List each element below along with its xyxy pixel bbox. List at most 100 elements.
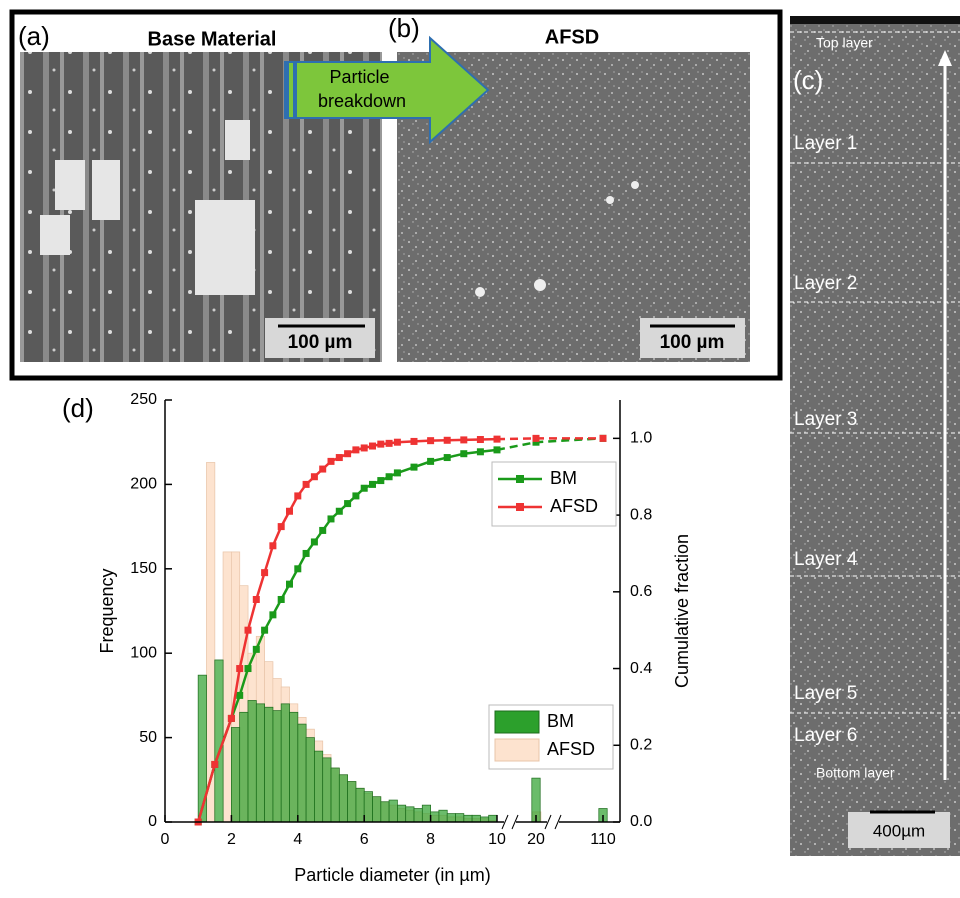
marker: [244, 626, 252, 634]
marker: [443, 454, 451, 462]
legend-label: BM: [550, 468, 577, 488]
bar: [372, 796, 382, 823]
marker: [493, 435, 501, 443]
bar: [421, 804, 431, 823]
marker: [252, 645, 260, 653]
bar: [363, 791, 373, 823]
marker: [319, 526, 327, 534]
marker: [476, 448, 484, 456]
y2-tick-label: 0.2: [630, 736, 652, 753]
y-tick-label: 100: [130, 644, 157, 661]
panel-title: AFSD: [545, 26, 599, 48]
marker: [427, 457, 435, 465]
legend-swatch: [494, 710, 540, 734]
x-axis-break: [544, 814, 552, 830]
arrow-stripe: [293, 62, 297, 118]
legend-swatch: [494, 738, 540, 762]
particles: [40, 120, 255, 295]
top-edge: [790, 16, 960, 24]
marker: [319, 465, 327, 473]
marker: [294, 565, 302, 573]
x-tick-label: 4: [293, 831, 302, 848]
marker: [377, 440, 385, 448]
legend-label: AFSD: [550, 496, 598, 516]
bar: [289, 711, 299, 823]
bar: [355, 787, 365, 823]
marker: [261, 626, 269, 634]
marker: [269, 611, 277, 619]
bar: [239, 711, 249, 823]
arrow: [284, 35, 490, 145]
marker: [261, 569, 269, 577]
y2-tick-label: 0.4: [630, 660, 652, 677]
marker: [443, 436, 451, 444]
micrograph-c: [790, 16, 960, 856]
y-tick-label: 250: [130, 391, 157, 408]
marker: [294, 492, 302, 500]
y-tick-label: 50: [139, 729, 157, 746]
x-tick-label: 6: [360, 831, 369, 848]
x-tick-label: 20: [527, 831, 545, 848]
legend-marker: [516, 475, 524, 483]
marker: [286, 580, 293, 588]
arrow-stripe: [285, 62, 289, 118]
marker: [286, 507, 293, 515]
y2-tick-label: 1.0: [630, 430, 652, 447]
bar: [297, 723, 307, 823]
build-arrow-head: [938, 50, 952, 66]
marker: [360, 484, 368, 492]
layer-label: Layer 4: [794, 549, 858, 570]
bar: [305, 737, 315, 823]
marker: [393, 469, 401, 477]
panel-label: (a): [18, 21, 50, 51]
bar: [438, 809, 448, 823]
y2-tick-label: 0.0: [630, 813, 652, 830]
panel-frame: [9, 9, 783, 381]
marker: [369, 480, 376, 488]
marker: [344, 450, 352, 458]
bar: [330, 767, 340, 823]
layer-label: Bottom layer: [816, 765, 895, 781]
marker: [377, 477, 385, 485]
panel-label: (d): [62, 393, 94, 423]
bar: [463, 814, 473, 823]
chart: (d) 0 2 4 6 8 10 20 110 0 50 100 150 200 250 0.0 0.2 0.4 0…: [62, 391, 692, 885]
x-axis-label: Particle diameter (in µm): [294, 865, 490, 885]
bar: [380, 801, 390, 823]
scale-label: 400µm: [873, 821, 925, 840]
marker: [244, 665, 252, 673]
marker: [393, 438, 401, 446]
y2-axis-label: Cumulative fraction: [672, 534, 692, 688]
marker: [344, 500, 352, 508]
marker: [476, 436, 484, 444]
marker: [385, 439, 393, 447]
panel-label: (c): [793, 65, 823, 95]
legend-frame: [491, 461, 617, 527]
marker: [460, 436, 468, 444]
marker: [211, 760, 219, 768]
marker: [410, 437, 418, 445]
scale-box: [848, 812, 950, 848]
marker: [427, 437, 435, 445]
arrow-label: Particle breakdown: [318, 67, 406, 111]
cumulative-line: [496, 437, 604, 452]
layer-label: Layer 5: [794, 683, 857, 704]
bar: [413, 808, 423, 823]
y-tick-label: 200: [130, 476, 157, 493]
x-tick-label: 110: [590, 831, 616, 848]
bar: [255, 703, 265, 823]
bar: [471, 814, 481, 823]
marker: [532, 434, 540, 442]
bar: [272, 710, 282, 823]
y2-tick-label: 0.6: [630, 583, 652, 600]
bar: [488, 814, 498, 823]
x-axis-break: [554, 814, 562, 830]
bar: [455, 813, 465, 823]
marker: [277, 595, 285, 603]
legend-label: BM: [547, 711, 574, 731]
bar: [231, 727, 241, 823]
bar: [388, 799, 398, 823]
marker: [236, 691, 244, 699]
